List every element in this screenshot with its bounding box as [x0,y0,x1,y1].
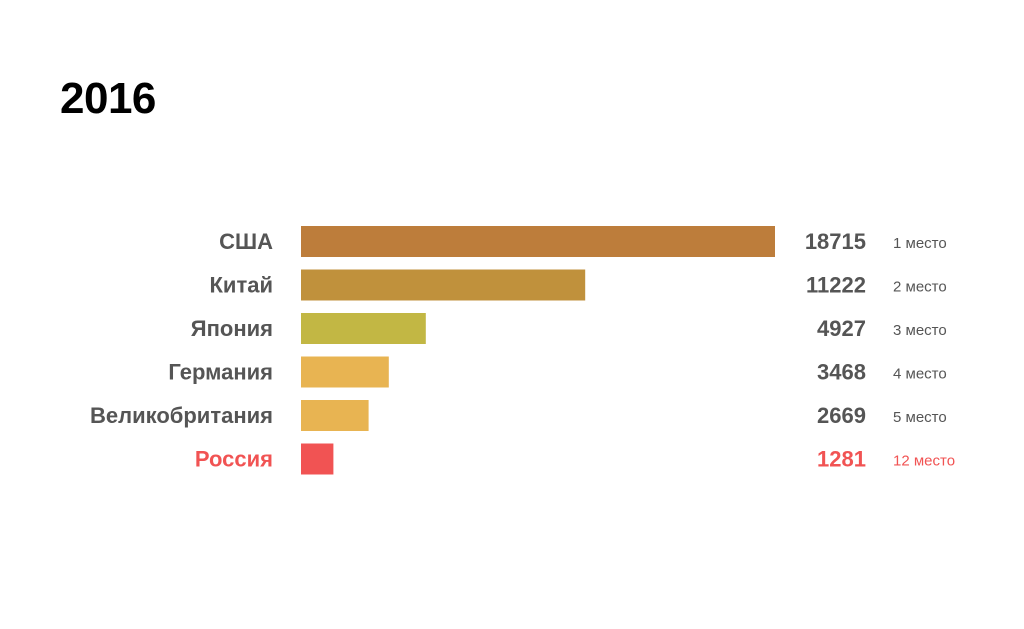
category-label: Япония [191,316,273,341]
bar [301,356,389,388]
bar [301,400,369,431]
value-label: 3468 [817,360,866,385]
value-label: 11222 [806,273,866,298]
rank-label: 1 место [893,235,947,252]
category-label: Китай [210,273,274,298]
rank-label: 4 место [893,366,947,383]
rank-label: 12 место [893,453,955,470]
category-label: Германия [168,360,273,385]
value-label: 18715 [805,229,866,254]
bar [301,313,426,344]
rank-label: 3 место [893,322,947,339]
chart-title: 2016 [60,74,156,123]
bars-layer: США 18715 1 место Китай 11222 2 место Япония 49… [90,226,955,475]
value-label: 1281 [817,447,866,472]
bar [301,226,775,257]
rank-label: 5 место [893,409,947,426]
bar [301,443,334,475]
category-label: Россия [195,447,273,472]
bar [301,269,586,301]
value-label: 4927 [817,316,866,341]
value-label: 2669 [817,403,866,428]
rank-label: 2 место [893,279,947,296]
category-label: Великобритания [90,403,273,428]
category-label: США [219,229,273,254]
